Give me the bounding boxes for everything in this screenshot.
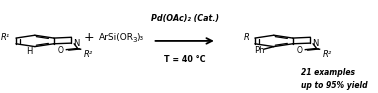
Text: N: N: [73, 39, 80, 48]
Text: O: O: [57, 45, 64, 54]
Text: 3: 3: [132, 37, 137, 43]
Text: R: R: [243, 33, 249, 42]
Text: Ph: Ph: [254, 46, 265, 55]
Text: ArSi(OR: ArSi(OR: [99, 33, 134, 42]
Text: O: O: [297, 45, 302, 54]
Text: R¹: R¹: [1, 33, 10, 42]
Text: 21 examples: 21 examples: [301, 68, 355, 77]
Text: H: H: [26, 47, 33, 56]
Text: N: N: [313, 39, 319, 48]
Text: )₃: )₃: [136, 33, 143, 42]
Text: Pd(OAc)₂ (Cat.): Pd(OAc)₂ (Cat.): [151, 14, 218, 23]
Text: R²: R²: [322, 50, 332, 59]
Text: T = 40 °C: T = 40 °C: [164, 55, 206, 64]
Text: +: +: [84, 31, 95, 44]
Text: up to 95% yield: up to 95% yield: [301, 81, 367, 90]
Text: R²: R²: [84, 50, 93, 59]
